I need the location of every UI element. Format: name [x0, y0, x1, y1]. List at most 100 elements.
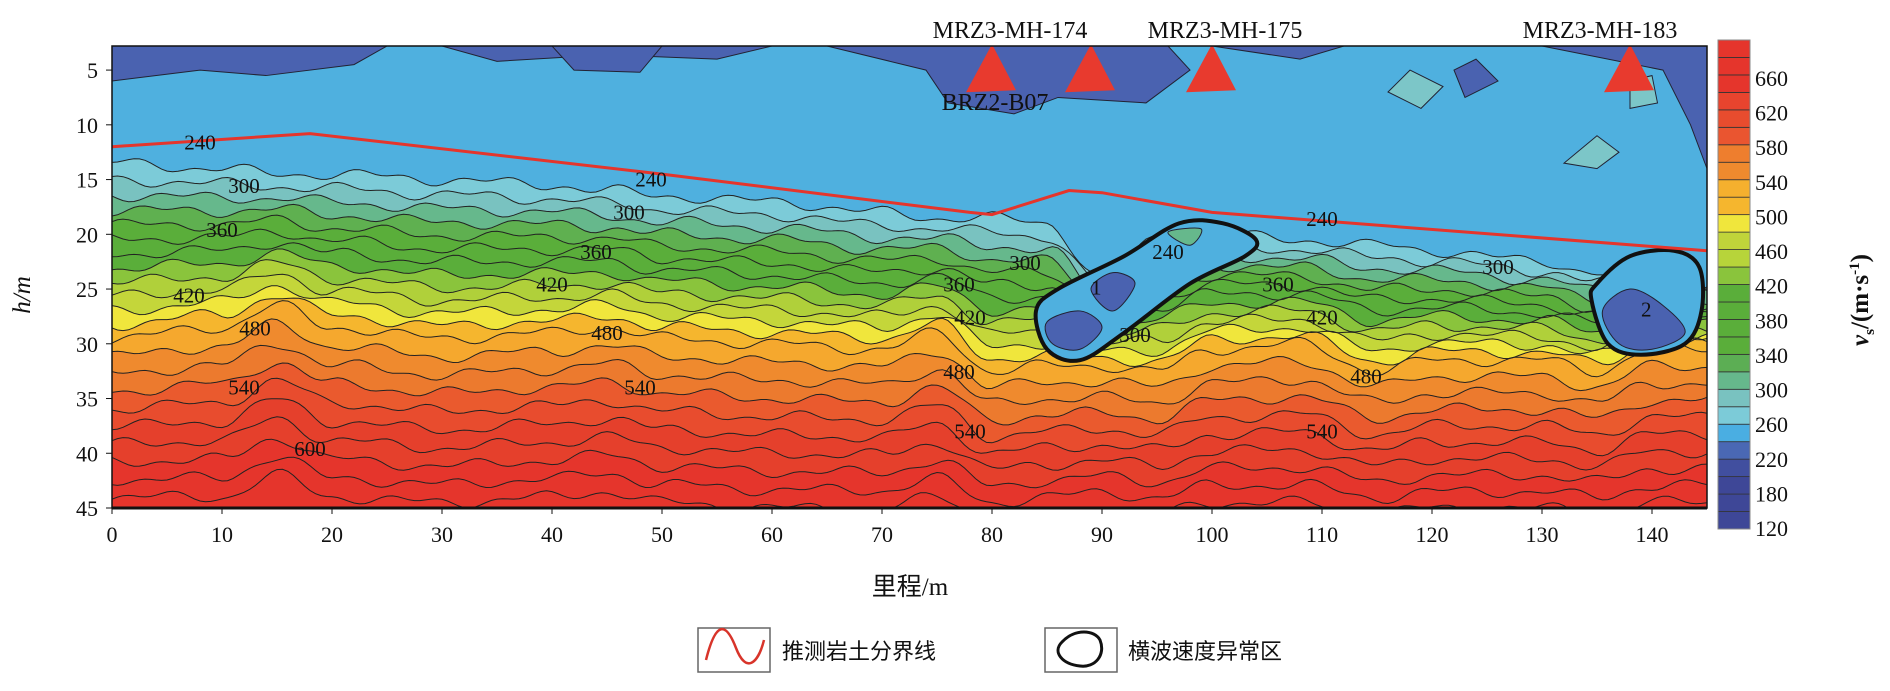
colorbar-cell [1717, 493, 1751, 512]
colorbar-cell [1717, 441, 1751, 460]
colorbar-tick-label: 580 [1755, 135, 1788, 160]
red-wave-icon [704, 627, 766, 665]
x-tick-label: 130 [1526, 522, 1559, 547]
contour-line-580 [112, 398, 1707, 457]
x-tick-label: 120 [1416, 522, 1449, 547]
station-marker-triangle-icon [966, 46, 1016, 93]
low-velocity-patch [1453, 58, 1499, 99]
colorbar-cell [1717, 319, 1751, 338]
colorbar-label: vs/(m·s-1) [1847, 254, 1878, 346]
contour-lines [112, 158, 1707, 508]
station-label: BRZ2-B07 [942, 90, 1049, 116]
plot-area: 12 2403003604204805406002403003604204805… [112, 46, 1707, 508]
colorbar-cell [1717, 423, 1751, 443]
contour-line-420 [112, 273, 1707, 352]
colorbar-cell [1717, 126, 1751, 146]
x-tick-label: 0 [107, 522, 118, 547]
contour-label: 540 [1306, 419, 1338, 443]
colorbar-tick-label: 340 [1755, 343, 1788, 368]
station-label: MRZ3-MH-174 [933, 18, 1088, 44]
colorbar-tick-label: 420 [1755, 274, 1788, 299]
anomaly-low-velocity-core [1601, 288, 1686, 351]
x-tick-label: 10 [211, 522, 233, 547]
contour-line-660 [112, 468, 1707, 508]
colorbar-cell [1717, 388, 1751, 408]
x-tick-label: 80 [981, 522, 1003, 547]
y-tick-label: 25 [76, 277, 98, 302]
contour-line-260 [112, 175, 1707, 299]
contour-line-520 [112, 344, 1707, 406]
colorbar-cell [1717, 511, 1751, 530]
contour-label: 360 [1262, 273, 1294, 297]
y-tick-label: 35 [76, 387, 98, 412]
contour-label: 300 [228, 174, 260, 198]
colorbar-tick-label: 180 [1755, 481, 1788, 506]
colorbar-tick-label: 260 [1755, 412, 1788, 437]
colorbar-cell [1717, 91, 1751, 111]
legend-item-anomaly: 横波速度异常区 [1044, 627, 1282, 673]
contour-line-460 [112, 297, 1707, 368]
contour-label: 240 [635, 168, 667, 192]
anomaly-zones: 12 [1033, 218, 1706, 363]
colorbar: 660 620 580 540 500 460 420 380 340 300 260 220 180 1… [1717, 39, 1788, 541]
colorbar-cell [1717, 214, 1751, 233]
contour-line-540 [112, 362, 1707, 426]
contour-label: 540 [228, 376, 260, 400]
x-tick-label: 50 [651, 522, 673, 547]
station-label: MRZ3-MH-183 [1523, 18, 1678, 44]
station-markers: BRZ2-B07 [942, 46, 1654, 116]
anomaly-low-velocity-core [1044, 310, 1103, 351]
low-velocity-patch [551, 46, 663, 73]
contour-line-560 [112, 377, 1707, 444]
contour-label: 540 [954, 419, 986, 443]
contour-bands [112, 46, 1707, 508]
colorbar-cell [1717, 231, 1751, 250]
colorbar-tick-label: 620 [1755, 101, 1788, 126]
contour-label: 420 [173, 284, 205, 308]
contour-label: 240 [184, 130, 216, 154]
velocity-patch [1562, 135, 1620, 170]
colorbar-tick-label: 660 [1755, 66, 1788, 91]
contour-line-600 [112, 416, 1707, 471]
anomaly-zone-label: 1 [1091, 276, 1102, 300]
x-tick-label: 40 [541, 522, 563, 547]
contour-labels: 2403003604204805406002403003604204805403… [173, 130, 1514, 461]
y-axis-label: h/m [9, 276, 36, 314]
legend: 推测岩土分界线 横波速度异常区 [697, 627, 1282, 673]
contour-line-440 [112, 285, 1707, 357]
legend-label: 推测岩土分界线 [782, 640, 936, 665]
contour-line-360 [112, 242, 1707, 328]
colorbar-cell [1717, 371, 1751, 390]
colorbar-cell [1717, 353, 1751, 373]
anomaly-zone-label: 2 [1641, 297, 1652, 321]
colorbar-tick-label: 120 [1755, 516, 1788, 541]
colorbar-cell [1717, 74, 1751, 93]
colorbar-cell [1717, 109, 1751, 128]
x-tick-label: 100 [1196, 522, 1229, 547]
colorbar-tick-label: 540 [1755, 170, 1788, 195]
y-tick-label: 15 [76, 168, 98, 193]
y-tick-label: 10 [76, 113, 98, 138]
x-tick-label: 70 [871, 522, 893, 547]
colorbar-cell [1717, 144, 1751, 163]
contour-line-380 [112, 248, 1707, 337]
anomaly-low-velocity-core [1090, 272, 1136, 312]
x-axis-label: 里程/m [872, 573, 949, 601]
legend-item-boundary: 推测岩土分界线 [697, 627, 936, 673]
band-640 [112, 457, 1707, 508]
colorbar-cell [1717, 196, 1751, 216]
colorbar-cell [1717, 458, 1751, 478]
colorbar-frame [1717, 39, 1751, 530]
x-tick-label: 60 [761, 522, 783, 547]
contour-label: 300 [613, 200, 645, 224]
y-tick-label: 30 [76, 332, 98, 357]
station-labels: MRZ3-MH-174 MRZ3-MH-175 MRZ3-MH-183 [933, 18, 1678, 44]
contour-label: 480 [1350, 365, 1382, 389]
y-ticks: 5 10 15 20 25 30 35 40 45 [76, 58, 112, 521]
contour-label: 480 [943, 360, 975, 384]
legend-label: 横波速度异常区 [1128, 640, 1282, 665]
colorbar-tick-label: 460 [1755, 239, 1788, 264]
colorbar-cell [1717, 161, 1751, 181]
contour-line-300 [112, 203, 1707, 307]
